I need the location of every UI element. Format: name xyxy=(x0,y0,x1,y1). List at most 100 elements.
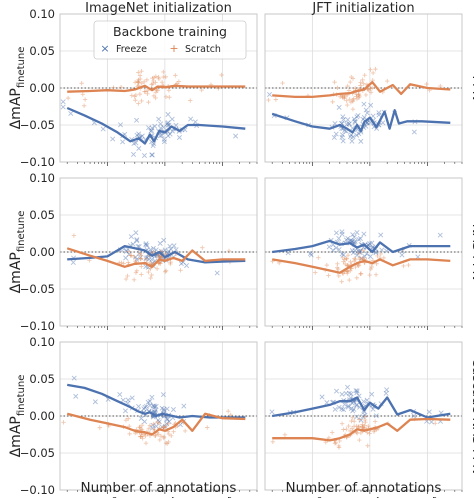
freeze-scatter-point xyxy=(165,122,171,128)
freeze-scatter-point xyxy=(156,116,162,122)
freeze-series-line xyxy=(272,239,451,254)
scratch-scatter-point xyxy=(350,76,356,81)
scratch-scatter-point xyxy=(168,261,173,267)
scratch-scatter-point xyxy=(336,273,341,279)
freeze-scatter-point xyxy=(152,123,158,129)
freeze-scatter-point xyxy=(319,394,325,400)
scratch-scatter-point xyxy=(148,266,153,271)
freeze-scatter-point xyxy=(149,425,155,431)
freeze-scatter-point xyxy=(345,403,351,409)
freeze-scatter-point xyxy=(147,247,153,253)
freeze-scatter-point xyxy=(426,409,432,415)
freeze-scatter-point xyxy=(70,259,76,265)
scratch-scatter-point xyxy=(346,88,352,93)
scratch-scatter-point xyxy=(324,262,330,268)
freeze-scatter-point xyxy=(131,140,137,146)
freeze-scatter-point xyxy=(158,121,164,127)
scratch-scatter-point xyxy=(143,256,149,262)
scratch-scatter-point xyxy=(150,81,156,86)
freeze-scatter-point xyxy=(151,403,157,409)
scratch-scatter-point xyxy=(345,102,350,108)
freeze-scatter-point xyxy=(139,133,145,139)
freeze-scatter-point xyxy=(363,107,369,113)
scratch-scatter-point xyxy=(226,248,232,254)
scratch-scatter-point xyxy=(139,98,144,104)
freeze-scatter-point xyxy=(352,118,358,124)
freeze-scatter-point xyxy=(150,143,156,149)
scratch-scatter-point xyxy=(138,426,144,432)
freeze-scatter-point xyxy=(134,237,140,243)
freeze-scatter-point xyxy=(233,133,239,139)
scratch-scatter-point xyxy=(335,85,340,91)
scratch-scatter-point xyxy=(225,408,231,414)
scratch-scatter-point xyxy=(199,87,204,93)
scratch-scatter-point xyxy=(166,88,172,93)
freeze-scatter-point xyxy=(143,242,149,248)
scratch-scatter-point xyxy=(151,421,156,427)
freeze-scatter-point xyxy=(307,250,313,256)
freeze-series-line xyxy=(272,396,451,419)
scratch-scatter-point xyxy=(345,252,351,258)
scratch-scatter-point xyxy=(353,256,358,262)
freeze-scatter-point xyxy=(143,241,149,247)
freeze-scatter-point xyxy=(354,402,360,408)
scratch-scatter-point xyxy=(147,423,153,428)
scratch-scatter-point xyxy=(97,425,102,430)
freeze-scatter-point xyxy=(136,250,143,256)
scratch-scatter-point xyxy=(354,423,359,429)
scratch-scatter-point xyxy=(363,92,369,98)
freeze-scatter-point xyxy=(164,121,170,127)
scratch-scatter-point xyxy=(163,268,169,273)
scratch-scatter-point xyxy=(357,257,363,262)
freeze-scatter-point xyxy=(369,240,375,246)
freeze-scatter-point xyxy=(341,407,347,413)
scratch-scatter-point xyxy=(326,273,331,278)
scratch-scatter-point xyxy=(266,97,271,103)
scratch-scatter-point xyxy=(352,419,357,424)
scratch-scatter-point xyxy=(350,97,356,103)
scratch-scatter-point xyxy=(316,255,321,260)
freeze-scatter-point xyxy=(333,388,340,394)
freeze-scatter-point xyxy=(149,256,155,262)
scratch-scatter-point xyxy=(351,424,357,429)
panel-frame xyxy=(59,341,258,491)
freeze-scatter-point xyxy=(355,248,361,254)
freeze-scatter-point xyxy=(134,117,140,123)
freeze-scatter-point xyxy=(339,229,345,235)
freeze-scatter-point xyxy=(130,241,136,247)
scratch-scatter-point xyxy=(350,106,356,112)
scratch-scatter-point xyxy=(352,256,357,261)
scratch-scatter-point xyxy=(125,273,130,279)
y-tick-label: 0.00 xyxy=(29,81,55,95)
y-axis-label: ΔmAPfinetune xyxy=(8,375,27,458)
scratch-scatter-point xyxy=(144,77,150,83)
freeze-scatter-point xyxy=(346,390,352,396)
y-tick-label: 0.00 xyxy=(29,409,55,423)
scratch-scatter-point xyxy=(332,441,338,446)
freeze-scatter-point xyxy=(351,234,357,240)
y-tick-label: 0.00 xyxy=(29,245,55,259)
scratch-scatter-point xyxy=(145,91,150,97)
freeze-scatter-point xyxy=(346,121,352,127)
freeze-scatter-point xyxy=(330,247,336,253)
freeze-scatter-point xyxy=(362,253,368,259)
freeze-scatter-point xyxy=(364,110,370,116)
freeze-scatter-point xyxy=(68,110,74,116)
freeze-scatter-point xyxy=(169,128,175,134)
scratch-scatter-point xyxy=(333,440,339,446)
scratch-scatter-point xyxy=(159,80,165,85)
scratch-scatter-point xyxy=(354,94,359,99)
scratch-scatter-point xyxy=(356,263,361,268)
scratch-scatter-point xyxy=(153,74,159,79)
freeze-scatter-point xyxy=(336,235,342,241)
freeze-scatter-point xyxy=(159,132,165,138)
scratch-scatter-point xyxy=(139,264,144,269)
scratch-scatter-point xyxy=(137,424,142,430)
scratch-scatter-point xyxy=(132,80,138,85)
scratch-scatter-point xyxy=(171,429,176,434)
freeze-scatter-point xyxy=(60,99,66,105)
scratch-scatter-point xyxy=(156,76,162,82)
freeze-scatter-point xyxy=(162,424,168,430)
